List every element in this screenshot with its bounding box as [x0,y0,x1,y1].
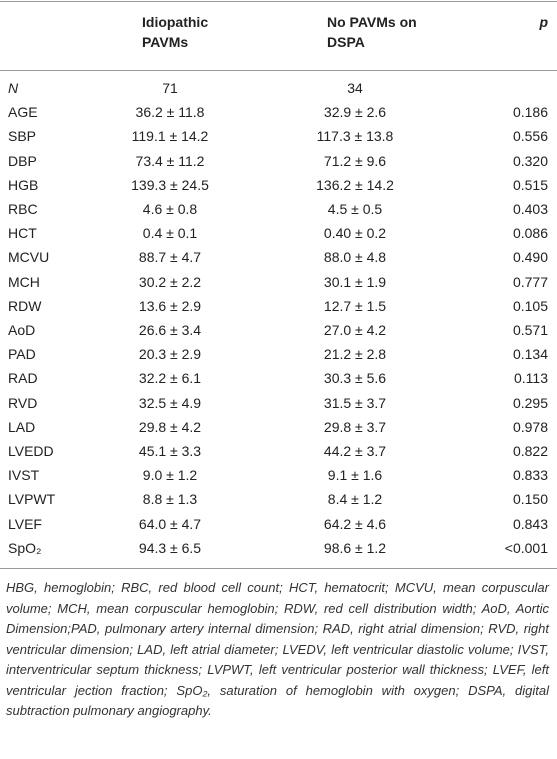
table-cell: 29.8 ± 3.7 [323,418,387,435]
table-cell: 119.1 ± 14.2 [131,128,209,145]
table-cell: N [8,80,19,96]
header-cell: No PAVMs on DSPA [327,14,417,50]
table-cell: 0.777 [512,273,548,290]
table-cell: 139.3 ± 24.5 [131,176,209,193]
table-cell: SBP [8,128,37,145]
table-cell: 0.295 [512,394,548,411]
table-cell: 44.2 ± 3.7 [323,443,387,459]
table-cell: 26.6 ± 3.4 [138,322,202,338]
table-cell: 88.0 ± 4.8 [323,249,387,266]
table-cell: 88.7 ± 4.7 [138,249,202,266]
table-cell: 20.3 ± 2.9 [138,346,202,363]
table-cell: 0.105 [512,297,548,314]
table-cell: 36.2 ± 11.8 [135,104,205,121]
table-cell: 0.843 [512,515,548,532]
table-cell: RVD [8,394,38,411]
table-cell: 71 [162,80,178,96]
header-cell: Idiopathic PAVMs [142,14,209,50]
table-cell: 32.5 ± 4.9 [138,394,202,411]
bottom-rule [0,568,557,569]
table-cell: 45.1 ± 3.3 [138,443,202,459]
table-cell: 4.5 ± 0.5 [327,201,383,217]
table-cell: IVST [8,467,40,484]
table-cell: RDW [8,297,42,314]
table-cell: 4.6 ± 0.8 [142,201,198,217]
table-cell: 32.9 ± 2.6 [323,104,387,121]
table-cell: 0.320 [512,152,548,169]
table-cell: 34 [347,80,363,96]
table-cell: 0.086 [512,225,548,242]
table-cell: 0.556 [512,128,548,145]
table-cell: 30.1 ± 1.9 [323,273,387,290]
table-cell: 136.2 ± 14.2 [316,176,394,193]
table-cell: 21.2 ± 2.8 [323,346,387,363]
table-cell: 64.2 ± 4.6 [323,515,387,532]
table-cell: LVPWT [8,491,56,508]
table-cell: 71.2 ± 9.6 [323,152,387,169]
table-cell: 0.186 [512,104,548,121]
table-cell: MCH [8,273,40,290]
table-cell: 0.571 [512,322,548,338]
table-cell: AoD [8,322,36,338]
table-cell: 0.490 [512,249,548,266]
table-cell: 0.4 ± 0.1 [142,225,198,242]
table-cell: 27.0 ± 4.2 [323,322,387,338]
table-cell: 0.40 ± 0.2 [323,225,387,242]
table-cell: 0.515 [512,176,548,193]
table-cell: HGB [8,176,39,193]
header-cell: p [539,14,548,30]
table-cell: 98.6 ± 1.2 [323,539,387,556]
table-cell: 94.3 ± 6.5 [138,539,202,556]
table-cell: 0.113 [514,370,548,387]
table-cell: RAD [8,370,38,387]
table-cell: 30.3 ± 5.6 [323,370,387,387]
table-cell: 64.0 ± 4.7 [138,515,202,532]
table-cell: PAD [8,346,36,363]
table-cell: 30.2 ± 2.2 [138,273,202,290]
top-rule [0,1,557,2]
table-cell: AGE [8,104,38,121]
table-cell: 31.5 ± 3.7 [323,394,387,411]
table-cell: 0.134 [512,346,548,363]
table-cell: SpO₂ [8,539,42,556]
table-cell: 29.8 ± 4.2 [138,418,202,435]
table-cell: HCT [8,225,37,242]
table-cell: 0.150 [512,491,548,508]
table-cell: DBP [8,152,37,169]
table-cell: 8.8 ± 1.3 [142,491,198,508]
table-cell: 13.6 ± 2.9 [138,297,202,314]
table-cell: 9.1 ± 1.6 [327,467,383,484]
table-cell: 0.978 [512,418,548,435]
header-rule [0,70,557,71]
table-cell: 117.3 ± 13.8 [316,128,394,145]
table-cell: 32.2 ± 6.1 [138,370,202,387]
table-cell: 0.822 [512,443,548,459]
table-cell: 8.4 ± 1.2 [327,491,383,508]
table-cell: <0.001 [504,539,548,556]
table-cell: MCVU [8,249,50,266]
table-cell: RBC [8,201,38,217]
table-cell: 12.7 ± 1.5 [323,297,387,314]
footnote: HBG, hemoglobin; RBC, red blood cell cou… [6,580,549,718]
table-cell: LVEDD [8,443,54,459]
table-cell: 0.833 [512,467,548,484]
table-cell: 0.403 [512,201,548,217]
table-cell: 73.4 ± 11.2 [135,152,205,169]
table-cell: LVEF [8,515,42,532]
table-cell: 9.0 ± 1.2 [142,467,198,484]
table-cell: LAD [8,418,36,435]
